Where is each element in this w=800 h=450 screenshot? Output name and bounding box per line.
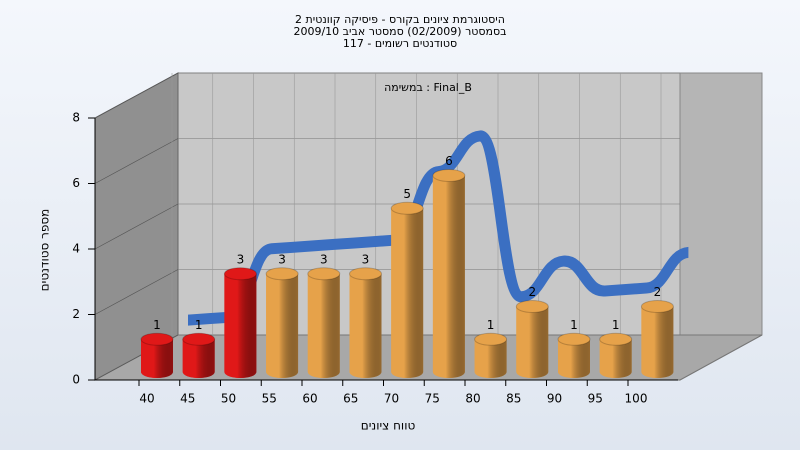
subtitle: במשימה : Final_B [384,81,472,94]
bar-shade [391,208,424,378]
bar-top [182,332,216,346]
bar [182,332,216,378]
bar-shade [516,306,549,378]
bar [349,267,382,378]
value-label: 2 [528,285,536,299]
y-axis-label: מספר סטודנטים [38,209,52,292]
bar-top [640,300,674,313]
bar [140,332,174,378]
x-tick-label: 90 [547,392,562,406]
x-tick-label: 80 [465,392,480,406]
chart-title: בסמסטר (02/2009) סמסטר אביב 2009/10 [293,25,506,38]
bar [474,332,508,378]
bar-top [432,169,466,182]
y-tick-label: 6 [72,176,80,190]
bar-shade [266,273,299,378]
grid-line [94,203,179,250]
x-tick-label: 70 [384,392,399,406]
y-tick-label: 2 [72,307,80,321]
x-tick-label: 45 [180,392,195,406]
value-label: 3 [320,252,328,266]
bar-top [474,332,508,346]
chart-title: היסטוגרמת ציונים בקורס - פיסיקה קוונטית … [295,13,505,26]
bar-top [515,300,549,313]
value-label: 5 [403,187,411,201]
bar-shade [224,273,257,378]
value-label: 3 [278,252,286,266]
bar-shade [641,306,674,378]
y-tick-label: 0 [72,373,80,387]
plot: 1 1 3 3 3 3 5 6 1 2 1 1 2 [140,130,690,378]
bar-top [223,267,257,281]
bar-top [390,201,424,215]
grid-line [94,72,179,119]
x-tick-label: 65 [343,392,358,406]
bar-shade [474,339,507,378]
bar-top [599,332,633,346]
bar [515,300,549,378]
value-label: 3 [362,252,370,266]
bar [223,267,257,378]
value-label: 1 [570,318,578,332]
x-tick-label: 100 [625,392,648,406]
bar-shade [558,339,590,378]
value-label: 1 [195,318,203,332]
bar-top [349,267,382,281]
grid-line [94,269,179,315]
x-tick-label: 75 [425,392,440,406]
value-label: 2 [654,285,662,299]
value-label: 3 [237,252,245,266]
bar-top [307,267,341,281]
x-axis-label: טווח ציונים [361,419,416,433]
value-label: 1 [612,318,620,332]
chart-title: סטודנטים רשומים - 117 [343,37,457,50]
bar-shade [432,175,465,378]
x-tick-label: 85 [506,392,521,406]
bar [640,300,674,378]
bar [390,201,424,378]
bar-shade [599,339,632,378]
x-tick-label: 95 [588,392,603,406]
y-tick-label: 8 [72,111,80,125]
x-tick-label: 55 [262,392,277,406]
bar [432,169,466,378]
bar [599,332,633,378]
y-tick-label: 4 [72,242,80,256]
bar [557,332,591,378]
grid-line [94,138,179,184]
x-tick-label: 40 [139,392,154,406]
bar [265,267,299,378]
x-tick-label: 60 [302,392,317,406]
bar-shade [307,273,340,378]
bar-shade [182,339,215,378]
value-label: 1 [487,318,495,332]
bar-top [140,332,174,346]
bar-shade [141,339,173,378]
x-tick-label: 50 [221,392,236,406]
bar-top [557,332,591,346]
bar-shade [349,273,382,378]
bar [307,267,341,378]
value-label: 1 [153,318,161,332]
bar-top [265,267,299,281]
right-wall [679,72,763,381]
trend-ribbon [188,130,690,326]
value-label: 6 [445,154,453,168]
